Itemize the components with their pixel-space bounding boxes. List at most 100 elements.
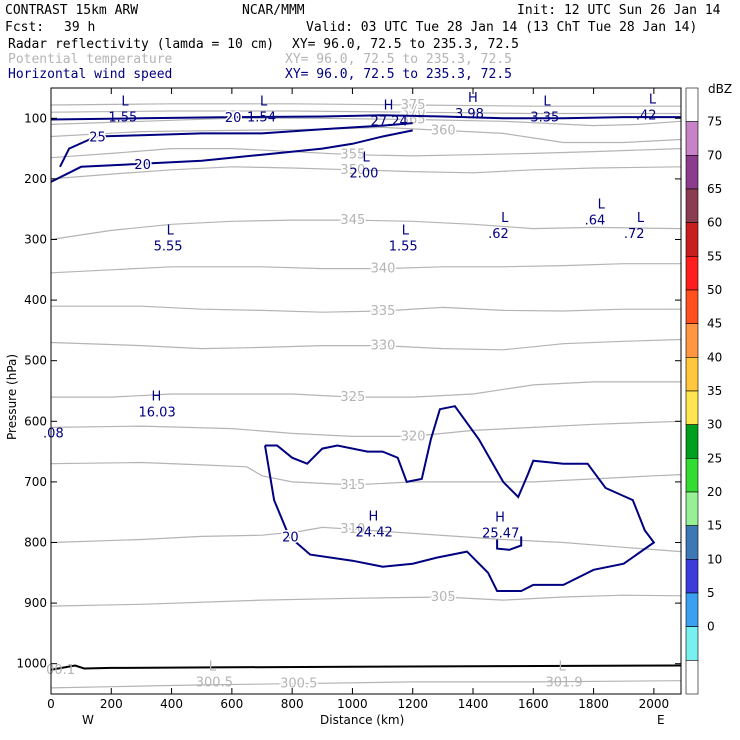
colorbar-level: 10	[707, 552, 722, 566]
extrema-value: 24.42	[356, 525, 393, 540]
extrema-H: H	[152, 389, 162, 404]
colorbar-swatch	[685, 188, 699, 223]
colorbar-level: 0	[707, 620, 715, 634]
theta-contour-label: 300.5	[280, 677, 317, 692]
extrema-L: L	[209, 660, 217, 675]
extrema-value: 5.55	[154, 239, 183, 254]
extrema-L: L	[167, 223, 175, 238]
fcst-label: Fcst:	[5, 20, 44, 35]
extrema-H: H	[495, 511, 505, 526]
extrema-L: L	[501, 211, 509, 226]
colorbar-swatch	[685, 592, 699, 627]
field-wind: Horizontal wind speed	[8, 67, 172, 82]
colorbar-level: 20	[707, 485, 722, 499]
extrema-L: L	[637, 211, 645, 226]
x-tick-label: 400	[160, 697, 183, 711]
colorbar-swatch	[685, 222, 699, 257]
y-tick-label: 800	[24, 536, 47, 550]
theta-contour-310	[51, 526, 681, 553]
extrema-value: .72	[624, 227, 645, 242]
colorbar-swatch	[685, 626, 699, 661]
colorbar-level: 25	[707, 451, 722, 465]
colorbar-swatch	[685, 390, 699, 425]
theta-contour-350	[51, 166, 681, 180]
theta-contour-330	[51, 338, 681, 351]
colorbar-level: 70	[707, 148, 722, 162]
wind-contour-label: 25	[89, 130, 106, 145]
colorbar-level: 45	[707, 317, 722, 331]
theta-contour-360	[51, 126, 681, 144]
colorbar-swatch	[685, 87, 699, 122]
colorbar-level: 75	[707, 115, 722, 129]
theta-contour-label: 310	[340, 522, 365, 537]
wind-contour	[496, 536, 523, 551]
extrema-value: 27.24	[371, 115, 408, 130]
extrema-H: H	[384, 99, 394, 114]
theta-contour-label: 355	[340, 148, 365, 163]
x-tick-label: 200	[100, 697, 123, 711]
theta-contour-label: 330	[371, 339, 396, 354]
colorbar-level: 60	[707, 216, 722, 230]
extrema-value: 16.03	[139, 405, 176, 420]
colorbar-swatch	[685, 256, 699, 291]
field-wind-xy: XY= 96.0, 72.5 to 235.3, 72.5	[285, 67, 512, 82]
theta-contour-355	[51, 148, 681, 159]
colorbar-level: 5	[707, 586, 715, 600]
field-theta: Potential temperature	[8, 52, 173, 67]
extrema-value: 301.9	[545, 676, 582, 691]
colorbar-unit: dBZ	[708, 82, 732, 96]
extrema-value: .42	[636, 108, 657, 123]
wind-contour	[264, 405, 656, 592]
wind-contour	[59, 122, 413, 168]
extrema-L: L	[543, 94, 551, 109]
colorbar-level: 35	[707, 384, 722, 398]
colorbar-swatch	[685, 323, 699, 358]
extrema-H: H	[468, 91, 478, 106]
theta-contours: 3053103153203253303353403453503553603653…	[51, 96, 681, 693]
wind-contours: 20 25 20 20	[51, 110, 681, 592]
theta-contour-label: 315	[340, 478, 365, 493]
colorbar-level: 50	[707, 283, 722, 297]
wind-contour-label: 20	[282, 530, 299, 545]
model-title: CONTRAST 15km ARW	[5, 3, 138, 18]
colorbar-swatch	[685, 424, 699, 459]
x-end-west: W	[82, 713, 94, 727]
extrema-value: 2.00	[350, 167, 379, 182]
valid-time: Valid: 03 UTC Tue 28 Jan 14 (13 ChT Tue …	[306, 20, 697, 35]
theta-contour-label: 340	[371, 262, 396, 277]
y-axis-label: Pressure (hPa)	[5, 354, 19, 440]
axes: 0 200 400 600 800 1000 1200 1400 1600 1800 2000 100…	[16, 88, 681, 711]
field-reflectivity: Radar reflectivity (lamda = 10 cm)	[8, 37, 274, 52]
theta-contour-label: 350	[340, 163, 365, 178]
extrema-L: L	[649, 92, 657, 107]
y-tick-label: 200	[24, 172, 47, 186]
extrema-L: L	[121, 94, 129, 109]
theta-contour-label: 305	[431, 590, 456, 605]
colorbar-level: 30	[707, 418, 722, 432]
theta-contour-370	[51, 110, 681, 115]
colorbar-swatch	[685, 660, 699, 695]
x-tick-label: 1600	[518, 697, 549, 711]
extrema-value: 3.35	[530, 110, 559, 125]
y-tick-label: 1000	[16, 657, 47, 671]
y-tick-label: 900	[24, 596, 47, 610]
x-tick-label: 2000	[639, 697, 670, 711]
edge-label: 00.1	[46, 663, 75, 678]
colorbar-swatch	[685, 458, 699, 493]
y-tick-label: 300	[24, 233, 47, 247]
theta-contour-345	[51, 219, 681, 241]
theta-contour-320	[51, 420, 681, 437]
org-label: NCAR/MMM	[242, 3, 305, 18]
x-axis-label: Distance (km)	[320, 713, 404, 727]
extrema-L: L	[402, 223, 410, 238]
theta-contour-315	[51, 461, 681, 486]
x-tick-label: 1800	[578, 697, 609, 711]
wind-contour-label: 20	[225, 111, 242, 126]
extrema-value: 300.5	[196, 676, 233, 691]
fcst-value: 39 h	[64, 20, 95, 35]
colorbar-level: 40	[707, 350, 722, 364]
theta-contour-305	[51, 594, 681, 607]
theta-contour-340	[51, 263, 681, 274]
